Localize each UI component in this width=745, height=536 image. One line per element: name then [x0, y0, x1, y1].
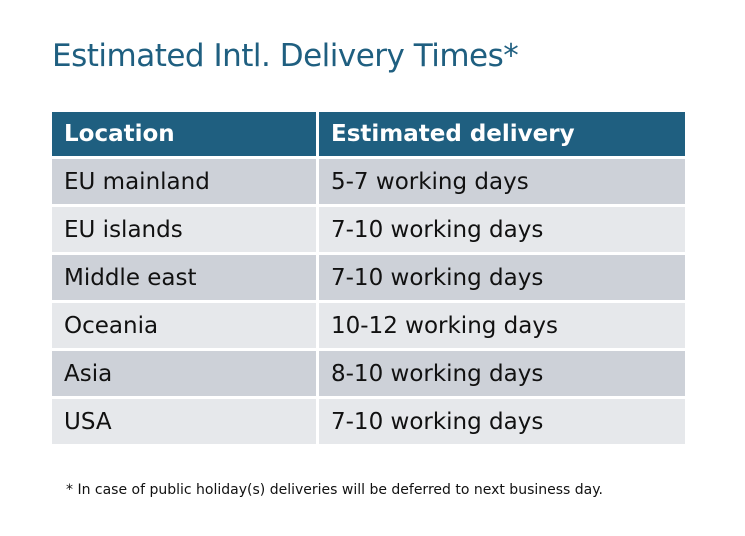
table-row: Oceania 10-12 working days	[52, 303, 685, 348]
header-estimated-delivery: Estimated delivery	[319, 112, 685, 156]
location-cell: Oceania	[52, 303, 316, 348]
footnote: * In case of public holiday(s) deliverie…	[66, 482, 603, 498]
delivery-table: Location Estimated delivery EU mainland …	[49, 109, 688, 447]
delivery-cell: 8-10 working days	[319, 351, 685, 396]
location-cell: Middle east	[52, 255, 316, 300]
page-title: Estimated Intl. Delivery Times*	[52, 38, 519, 74]
table-row: EU mainland 5-7 working days	[52, 159, 685, 204]
delivery-cell: 7-10 working days	[319, 399, 685, 444]
location-cell: USA	[52, 399, 316, 444]
header-location: Location	[52, 112, 316, 156]
table-row: Middle east 7-10 working days	[52, 255, 685, 300]
delivery-cell: 10-12 working days	[319, 303, 685, 348]
delivery-cell: 7-10 working days	[319, 207, 685, 252]
table-row: EU islands 7-10 working days	[52, 207, 685, 252]
location-cell: Asia	[52, 351, 316, 396]
delivery-cell: 5-7 working days	[319, 159, 685, 204]
table-row: USA 7-10 working days	[52, 399, 685, 444]
table-row: Asia 8-10 working days	[52, 351, 685, 396]
delivery-cell: 7-10 working days	[319, 255, 685, 300]
location-cell: EU mainland	[52, 159, 316, 204]
location-cell: EU islands	[52, 207, 316, 252]
table-header-row: Location Estimated delivery	[52, 112, 685, 156]
